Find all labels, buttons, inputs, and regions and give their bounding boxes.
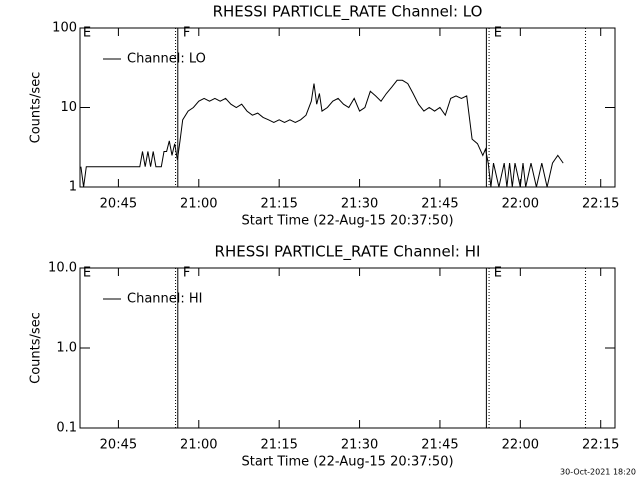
y-tick-label: 0.1	[56, 421, 77, 436]
event-label: E	[83, 266, 91, 281]
x-tick-label: 22:00	[502, 438, 539, 453]
y-axis-label: Counts/sec	[29, 312, 44, 384]
chart-title: RHESSI PARTICLE_RATE Channel: LO	[213, 3, 483, 22]
footer: 30-Oct-2021 18:20	[560, 468, 636, 477]
x-axis-label: Start Time (22-Aug-15 20:37:50)	[241, 455, 453, 470]
x-tick-label: 20:45	[100, 438, 137, 453]
x-tick-label: 22:00	[502, 197, 539, 212]
x-tick-label: 22:15	[582, 438, 619, 453]
x-tick-label: 21:15	[260, 197, 297, 212]
x-tick-label: 21:30	[341, 197, 378, 212]
chart-title: RHESSI PARTICLE_RATE Channel: HI	[215, 243, 481, 262]
event-label: E	[83, 26, 91, 41]
event-label: E	[494, 26, 502, 41]
legend-label: Channel: HI	[127, 292, 203, 307]
event-label: F	[183, 26, 190, 41]
x-tick-label: 20:45	[100, 197, 137, 212]
data-line	[80, 79, 564, 188]
y-tick-label: 100	[52, 21, 77, 36]
y-axis-label: Counts/sec	[29, 72, 44, 144]
x-tick-label: 21:30	[341, 438, 378, 453]
y-tick-label: 10.0	[48, 261, 77, 276]
x-tick-label: 21:00	[180, 197, 217, 212]
event-label: F	[183, 266, 190, 281]
x-tick-label: 21:45	[421, 438, 458, 453]
x-tick-label: 21:15	[260, 438, 297, 453]
y-tick-label: 1	[69, 180, 77, 195]
x-tick-label: 21:00	[180, 438, 217, 453]
x-tick-label: 21:45	[421, 197, 458, 212]
legend-label: Channel: LO	[127, 52, 206, 67]
y-tick-label: 10	[60, 100, 77, 115]
x-axis-label: Start Time (22-Aug-15 20:37:50)	[241, 214, 453, 229]
y-tick-label: 1.0	[56, 341, 77, 356]
event-label: E	[494, 266, 502, 281]
x-tick-label: 22:15	[582, 197, 619, 212]
